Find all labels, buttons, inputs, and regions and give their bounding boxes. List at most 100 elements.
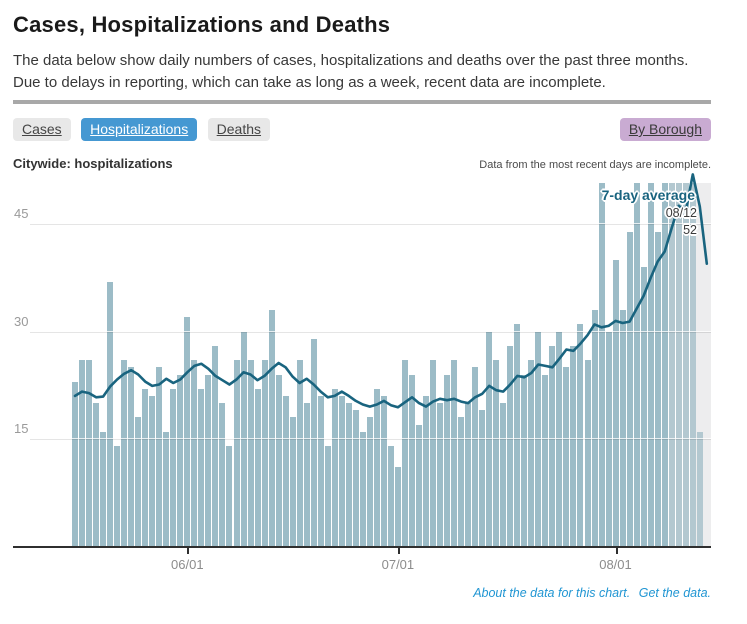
daily-bar[interactable] (591, 310, 598, 546)
daily-bar[interactable] (668, 183, 675, 546)
daily-bar[interactable] (191, 360, 198, 546)
daily-bar[interactable] (409, 374, 415, 546)
daily-bar[interactable] (486, 331, 493, 546)
daily-bar[interactable] (107, 281, 114, 546)
daily-bar[interactable] (247, 360, 254, 546)
daily-bar[interactable] (296, 360, 303, 546)
daily-bar[interactable] (114, 445, 121, 546)
daily-bar[interactable] (142, 388, 149, 546)
daily-bar[interactable] (521, 374, 528, 546)
x-axis-tick (187, 548, 190, 554)
daily-bar[interactable] (289, 417, 296, 546)
daily-bar[interactable] (598, 183, 605, 546)
daily-bar[interactable] (401, 360, 408, 546)
daily-bar[interactable] (268, 310, 275, 546)
daily-bar[interactable] (689, 183, 696, 546)
daily-bar[interactable] (493, 360, 500, 546)
daily-bar[interactable] (184, 317, 191, 546)
daily-bar[interactable] (170, 388, 177, 546)
daily-bar[interactable] (577, 324, 584, 546)
daily-bar[interactable] (682, 183, 689, 546)
daily-bar[interactable] (500, 403, 507, 546)
daily-bar[interactable] (324, 445, 331, 546)
daily-bar[interactable] (198, 388, 205, 546)
daily-bar[interactable] (394, 467, 401, 546)
daily-bar[interactable] (121, 360, 128, 546)
daily-bar[interactable] (563, 367, 570, 546)
daily-bar[interactable] (233, 360, 240, 546)
daily-bar[interactable] (317, 395, 324, 546)
daily-bar[interactable] (254, 388, 261, 546)
daily-bar[interactable] (275, 374, 282, 546)
daily-bar[interactable] (79, 360, 85, 546)
daily-bar[interactable] (472, 367, 479, 546)
daily-bar[interactable] (212, 345, 219, 546)
tab-cases[interactable]: Cases (13, 118, 71, 141)
daily-bar[interactable] (507, 345, 514, 546)
daily-bar[interactable] (359, 431, 366, 546)
daily-bar[interactable] (86, 360, 92, 546)
daily-bar[interactable] (303, 403, 310, 546)
daily-bar[interactable] (128, 367, 135, 546)
tooltip-value: 52 (683, 223, 697, 237)
daily-bar[interactable] (535, 331, 542, 546)
daily-bar[interactable] (612, 260, 619, 546)
daily-bar[interactable] (416, 424, 422, 546)
daily-bar[interactable] (352, 410, 359, 546)
get-data-link[interactable]: Get the data. (638, 586, 711, 600)
daily-bar[interactable] (549, 345, 556, 546)
daily-bar[interactable] (156, 367, 163, 546)
daily-bar[interactable] (605, 331, 612, 546)
daily-bar[interactable] (135, 417, 142, 546)
by-borough-button[interactable]: By Borough (619, 118, 711, 141)
daily-bar[interactable] (584, 360, 591, 546)
daily-bar[interactable] (380, 395, 387, 546)
daily-bar[interactable] (528, 360, 535, 546)
daily-bar[interactable] (619, 310, 626, 546)
daily-bar[interactable] (331, 388, 338, 546)
daily-bar[interactable] (338, 395, 345, 546)
daily-bar[interactable] (93, 403, 100, 546)
daily-bar[interactable] (626, 231, 633, 546)
daily-bar[interactable] (177, 374, 184, 546)
daily-bar[interactable] (654, 231, 661, 546)
daily-bar[interactable] (282, 395, 289, 546)
daily-bar[interactable] (542, 374, 549, 546)
about-data-link[interactable]: About the data for this chart. (473, 586, 631, 600)
daily-bar[interactable] (647, 183, 654, 546)
daily-bar[interactable] (444, 374, 451, 546)
daily-bar[interactable] (570, 345, 577, 546)
daily-bar[interactable] (437, 403, 443, 546)
daily-bar[interactable] (219, 403, 226, 546)
daily-bar[interactable] (451, 360, 458, 546)
daily-bar[interactable] (373, 388, 380, 546)
daily-bar[interactable] (240, 331, 247, 546)
daily-bar[interactable] (465, 403, 472, 546)
daily-bar[interactable] (458, 417, 465, 546)
daily-bar[interactable] (261, 360, 268, 546)
daily-bar[interactable] (423, 395, 429, 546)
daily-bar[interactable] (514, 324, 521, 546)
daily-bar[interactable] (205, 374, 212, 546)
tab-hospitalizations[interactable]: Hospitalizations (81, 118, 198, 141)
daily-bar[interactable] (479, 410, 486, 546)
daily-bar[interactable] (556, 331, 563, 546)
daily-bar[interactable] (696, 431, 703, 546)
daily-bar[interactable] (72, 381, 78, 546)
daily-bar[interactable] (345, 403, 352, 546)
daily-bar[interactable] (675, 183, 682, 546)
daily-bar[interactable] (430, 360, 436, 546)
daily-bar[interactable] (149, 395, 156, 546)
daily-bar[interactable] (661, 183, 668, 546)
daily-bar[interactable] (163, 431, 170, 546)
daily-bar[interactable] (366, 417, 373, 546)
chart-subtitle: Citywide: hospitalizations (13, 156, 173, 171)
tab-deaths[interactable]: Deaths (207, 118, 271, 141)
daily-bar[interactable] (387, 445, 394, 546)
daily-bar[interactable] (640, 267, 647, 546)
daily-bar[interactable] (310, 338, 317, 546)
daily-bar[interactable] (633, 183, 640, 546)
daily-bar[interactable] (226, 445, 233, 546)
x-axis-tick (397, 548, 400, 554)
daily-bar[interactable] (100, 431, 107, 546)
